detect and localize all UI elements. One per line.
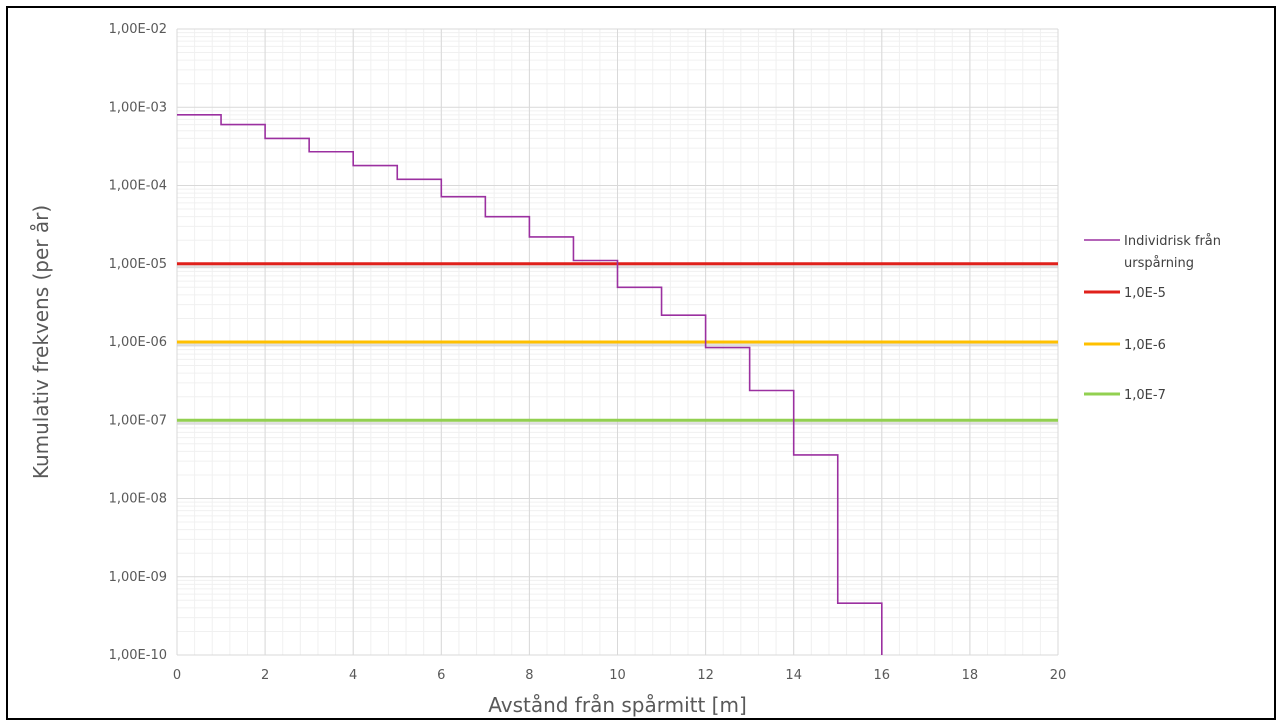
y-tick-label: 1,00E-08 [109,492,167,507]
chart-frame: 0 2 4 6 8 10 12 14 16 18 20 1,00E-02 1,00E-03 1,00E-0… [6,6,1276,720]
y-tick-label: 1,00E-04 [109,179,167,194]
y-tick-label: 1,00E-07 [109,413,167,428]
legend-label: 1,0E-7 [1124,388,1166,403]
x-tick-label: 18 [962,668,979,683]
x-tick-label: 12 [697,668,714,683]
x-axis-title: Avstånd från spårmitt [m] [488,693,747,717]
risk-chart: 0 2 4 6 8 10 12 14 16 18 20 1,00E-02 1,00E-03 1,00E-0… [29,22,1221,717]
y-axis-title: Kumulativ frekvens (per år) [29,205,53,479]
risk-step-line [177,114,883,655]
legend-label: urspårning [1124,256,1194,271]
y-tick-label: 1,00E-06 [109,335,167,350]
x-tick-label: 0 [173,668,181,683]
y-tick-label: 1,00E-03 [109,100,167,115]
x-tick-label: 2 [261,668,269,683]
legend-label: Individrisk från [1124,234,1221,249]
y-tick-label: 1,00E-10 [109,648,167,663]
x-tick-label: 4 [349,668,357,683]
x-tick-label: 8 [525,668,533,683]
legend: Individrisk från urspårning 1,0E-5 1,0E-6 1,… [1084,234,1221,403]
x-tick-label: 6 [437,668,445,683]
x-tick-label: 20 [1050,668,1067,683]
x-tick-label: 16 [874,668,891,683]
legend-label: 1,0E-6 [1124,338,1166,353]
y-tick-label: 1,00E-05 [109,257,167,272]
x-tick-label: 10 [609,668,626,683]
y-tick-label: 1,00E-02 [109,22,167,37]
y-tick-label: 1,00E-09 [109,570,167,585]
legend-label: 1,0E-5 [1124,286,1166,301]
x-tick-label: 14 [785,668,802,683]
